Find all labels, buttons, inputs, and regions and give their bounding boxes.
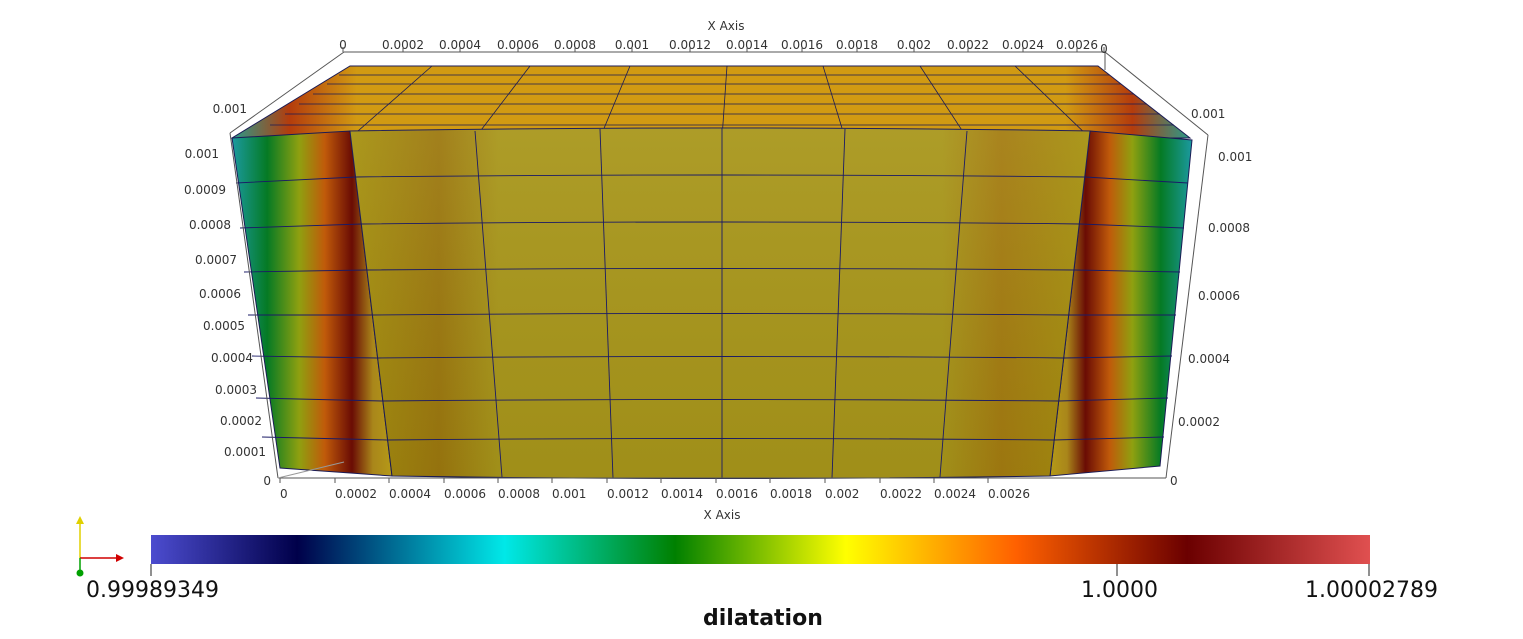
bottom-ticks-label: 0.0002: [335, 487, 377, 501]
top-ticks-label: 0.0012: [669, 38, 711, 52]
top-ticks-label: 0.001: [615, 38, 649, 52]
top-ticks-label: 0.0004: [439, 38, 481, 52]
axis-title-top: X Axis: [708, 19, 745, 33]
left-ticks-label: 0: [263, 474, 271, 488]
mesh-top-face: [230, 65, 1192, 139]
bottom-ticks-label: 0.0022: [880, 487, 922, 501]
bottom-ticks-label: 0: [280, 487, 288, 501]
top-ticks-label: 0.0002: [382, 38, 424, 52]
left-ticks-label: 0.0006: [199, 287, 241, 301]
left-ticks-label: 0.001: [185, 147, 219, 161]
bottom-ticks-label: 0.0024: [934, 487, 976, 501]
left-ticks-label: 0.001: [213, 102, 247, 116]
orientation-axes-widget[interactable]: [76, 516, 124, 577]
bottom-ticks-label: 0.0026: [988, 487, 1030, 501]
colorbar-title: dilatation: [703, 606, 823, 631]
left-ticks-label: 0.0002: [220, 414, 262, 428]
colorbar-mid-label: 1.0000: [1081, 578, 1158, 603]
top-ticks-label: 0.002: [897, 38, 931, 52]
right-ticks-label: 0: [1170, 474, 1178, 488]
mesh-front-grid: [235, 128, 1189, 479]
axis-ticks-top: 0 0.0002 0.0004 0.0006 0.0008 0.001 0.0012 0.00…: [339, 38, 1108, 56]
bottom-ticks-label: 0.0018: [770, 487, 812, 501]
bottom-ticks-label: 0.0016: [716, 487, 758, 501]
colorbar[interactable]: [151, 535, 1370, 564]
bottom-ticks-label: 0.0014: [661, 487, 703, 501]
top-ticks-label: 0.0016: [781, 38, 823, 52]
right-ticks-label: 0.0004: [1188, 352, 1230, 366]
colorbar-max-label: 1.00002789: [1305, 578, 1438, 603]
left-ticks-label: 0.0003: [215, 383, 257, 397]
bottom-ticks-label: 0.0012: [607, 487, 649, 501]
colorbar-ticks: [150, 564, 1370, 576]
top-ticks-label: 0.0026: [1056, 38, 1098, 52]
left-ticks-label: 0.0007: [195, 253, 237, 267]
mesh-top-grid: [270, 65, 1174, 139]
top-ticks-label: 0.0014: [726, 38, 768, 52]
left-ticks-label: 0.0001: [224, 445, 266, 459]
colorbar-min-label: 0.99989349: [86, 578, 219, 603]
bottom-ticks-label: 0.0008: [498, 487, 540, 501]
top-ticks-label: 0.0008: [554, 38, 596, 52]
bounding-box-back: [229, 51, 1209, 136]
right-ticks-label: 0.0008: [1208, 221, 1250, 235]
bottom-ticks-label: 0.0006: [444, 487, 486, 501]
axis-ticks-right: 0.001 0.001 0.0008 0.0006 0.0004 0.0002 0: [1170, 107, 1252, 488]
right-ticks-label: 0.0002: [1178, 415, 1220, 429]
axis-ticks-bottom: 0 0.0002 0.0004 0.0006 0.0008 0.001 0.0012 0.00…: [279, 478, 1030, 501]
right-ticks-label: 0.0006: [1198, 289, 1240, 303]
left-ticks-label: 0.0004: [211, 351, 253, 365]
top-ticks-label: 0.0018: [836, 38, 878, 52]
top-ticks-label: 0.0006: [497, 38, 539, 52]
right-ticks-label: 0.001: [1218, 150, 1252, 164]
axis-title-bottom: X Axis: [704, 508, 741, 522]
left-ticks-label: 0.0008: [189, 218, 231, 232]
right-ticks-label: 0.001: [1191, 107, 1225, 121]
mesh-front-shade: [350, 128, 1090, 479]
bounding-box-front: [229, 132, 1209, 479]
axis-ticks-left: 0.001 0.001 0.0009 0.0008 0.0007 0.0006 0.0005…: [184, 102, 271, 488]
left-ticks-label: 0.0005: [203, 319, 245, 333]
top-ticks-label: 0: [339, 38, 347, 52]
left-ticks-label: 0.0009: [184, 183, 226, 197]
top-ticks-label: 0.0022: [947, 38, 989, 52]
top-ticks-label: 0.0024: [1002, 38, 1044, 52]
bottom-ticks-label: 0.0004: [389, 487, 431, 501]
bottom-ticks-label: 0.001: [552, 487, 586, 501]
bottom-ticks-label: 0.002: [825, 487, 859, 501]
